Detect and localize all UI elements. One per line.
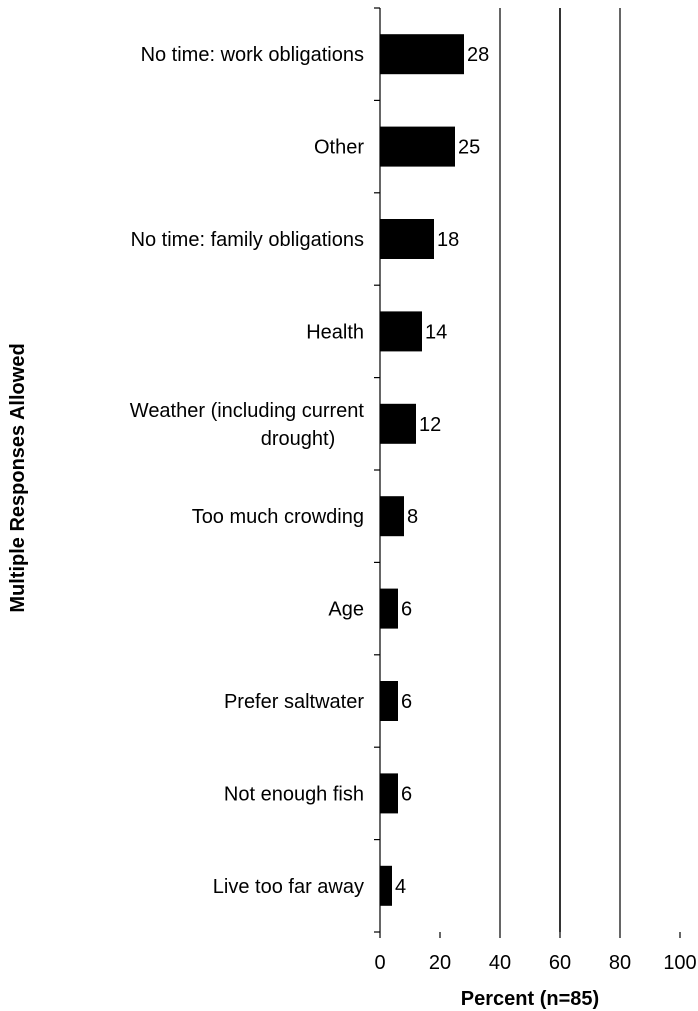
- data-label: 12: [419, 414, 441, 436]
- category-label: Prefer saltwater: [224, 691, 364, 713]
- data-label: 6: [401, 691, 412, 713]
- bar: [380, 34, 464, 75]
- category-label: Not enough fish: [224, 783, 364, 805]
- bar: [380, 773, 398, 814]
- x-tick-label: 80: [609, 952, 631, 974]
- data-label: 25: [458, 137, 480, 159]
- bar: [380, 219, 434, 259]
- x-tick-label: 0: [374, 952, 385, 974]
- x-tick-label: 100: [663, 952, 696, 974]
- x-axis-title: Percent (n=85): [461, 988, 599, 1010]
- data-label: 28: [467, 44, 489, 66]
- gridlines: [499, 8, 621, 932]
- x-tick-label: 60: [549, 952, 571, 974]
- x-tick-label: 40: [489, 952, 511, 974]
- category-label: Age: [328, 599, 364, 621]
- category-label: Too much crowding: [192, 506, 364, 528]
- category-label: Other: [314, 137, 364, 159]
- bar: [380, 311, 422, 352]
- x-tick-label: 20: [429, 952, 451, 974]
- bar: [380, 865, 392, 906]
- data-label: 6: [401, 599, 412, 621]
- data-label: 4: [395, 876, 406, 898]
- bars: [380, 34, 464, 906]
- category-label: drought): [261, 428, 336, 450]
- data-label: 8: [407, 506, 418, 528]
- bar: [380, 588, 398, 629]
- bar: [380, 496, 404, 537]
- labels: 28 No time: work obligations 25 Other 18 No t…: [130, 44, 489, 898]
- bar: [380, 403, 416, 444]
- bar: [380, 681, 398, 721]
- category-label: No time: family obligations: [131, 229, 364, 251]
- category-label: Health: [306, 321, 364, 343]
- y-axis-title: Multiple Responses Allowed: [7, 343, 29, 612]
- category-label: Weather (including current: [130, 400, 365, 422]
- category-label: Live too far away: [213, 876, 364, 898]
- data-label: 6: [401, 783, 412, 805]
- bar: [380, 126, 455, 167]
- data-label: 14: [425, 321, 447, 343]
- category-label: No time: work obligations: [141, 44, 364, 66]
- data-label: 18: [437, 229, 459, 251]
